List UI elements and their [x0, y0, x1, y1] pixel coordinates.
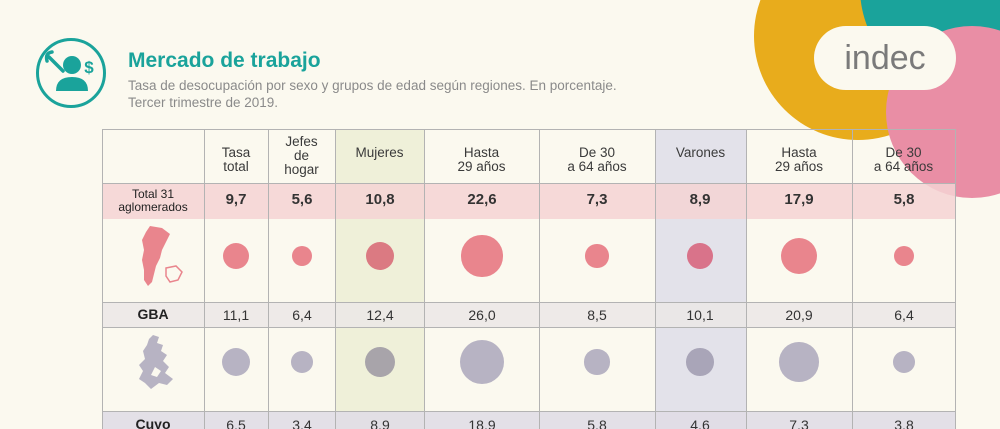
worker-wrench-dollar-icon: $	[36, 38, 106, 108]
grid-line	[102, 411, 956, 412]
table-cell: 5,8	[893, 191, 915, 208]
value-bubble	[687, 243, 713, 269]
row-label-total: Total 31 aglomerados	[102, 188, 204, 214]
grid-line	[746, 129, 747, 429]
table-cell: 12,4	[366, 307, 394, 323]
col-header-line: 29 años	[774, 159, 824, 174]
col-header-mujeres-30-64: De 30 a 64 años	[539, 146, 655, 174]
grid-line	[268, 129, 269, 429]
value-bubble	[584, 349, 610, 375]
table-cell: 8,9	[370, 417, 390, 429]
table-cell: 6,4	[292, 307, 312, 323]
row-label-line: Total 31	[131, 187, 175, 201]
col-header-line: a 64 años	[873, 159, 934, 174]
col-header-line: De 30	[885, 145, 922, 160]
grid-line	[102, 327, 956, 328]
grid-line	[335, 129, 336, 429]
subtitle-line-2: Tercer trimestre de 2019.	[128, 95, 279, 110]
table-cell: 22,6	[467, 191, 497, 208]
value-bubble	[364, 346, 396, 378]
grid-line	[102, 183, 956, 184]
row-label-gba: GBA	[137, 306, 169, 322]
mujeres-column-bg	[335, 129, 424, 429]
col-header-line: Hasta	[463, 145, 500, 160]
table-cell: 9,7	[225, 191, 247, 208]
subtitle-line-1: Tasa de desocupación por sexo y grupos d…	[128, 78, 617, 93]
col-header-varones-hasta-29: Hasta 29 años	[746, 146, 852, 174]
value-bubble	[365, 241, 395, 271]
grid-line	[539, 129, 540, 429]
page-subtitle: Tasa de desocupación por sexo y grupos d…	[128, 77, 728, 111]
value-bubble	[893, 351, 915, 373]
gba-row-band	[102, 302, 956, 327]
value-bubble	[779, 342, 819, 382]
table-cell: 3,8	[894, 417, 914, 429]
grid-line	[102, 129, 956, 130]
col-header-line: Hasta	[781, 145, 817, 160]
table-cell: 10,1	[686, 307, 714, 323]
grid-line	[655, 129, 656, 429]
total-row-band	[102, 183, 956, 219]
col-header-line: 29 años	[457, 159, 506, 174]
unemployment-table: Tasa total Jefes de hogar Mujeres Hasta …	[102, 129, 956, 429]
table-cell: 6,5	[226, 417, 246, 429]
table-cell: 7,3	[789, 417, 809, 429]
grid-line	[102, 302, 956, 303]
table-cell: 8,5	[587, 307, 607, 323]
grid-line	[852, 129, 853, 429]
table-cell: 3,4	[292, 417, 312, 429]
col-header-line: total	[223, 159, 249, 174]
col-header-mujeres-hasta-29: Hasta 29 años	[424, 146, 539, 174]
table-cell: 7,3	[586, 191, 608, 208]
varones-column-bg	[655, 129, 746, 429]
col-header-line: Varones	[675, 145, 726, 160]
value-bubble	[686, 348, 714, 376]
table-cell: 8,9	[689, 191, 711, 208]
col-header-mujeres: Mujeres	[335, 146, 424, 160]
argentina-map-icon	[142, 226, 183, 286]
value-bubble	[780, 237, 818, 275]
row-label-cuyo: Cuyo	[135, 416, 171, 429]
col-header-line: Jefes	[285, 134, 318, 149]
value-bubble	[222, 242, 250, 270]
grid-line	[102, 129, 103, 429]
col-header-line: hogar	[284, 162, 319, 177]
col-header-line: De 30	[578, 145, 616, 160]
col-header-line: de	[293, 148, 310, 163]
table-cell: 5,6	[291, 191, 313, 208]
row-label-line: aglomerados	[118, 200, 188, 214]
value-bubble	[893, 245, 915, 267]
svg-text:$: $	[84, 58, 94, 77]
col-header-varones-30-64: De 30 a 64 años	[852, 146, 955, 174]
table-cell: 17,9	[784, 191, 814, 208]
col-header-line: Tasa	[221, 145, 251, 160]
table-cell: 26,0	[468, 307, 496, 323]
table-cell: 20,9	[785, 307, 813, 323]
col-header-line: a 64 años	[567, 159, 627, 174]
gba-map-icon	[139, 335, 173, 389]
table-cell: 10,8	[365, 191, 395, 208]
value-bubble	[460, 340, 504, 384]
brand-logo: indec	[814, 26, 956, 90]
value-bubble	[461, 235, 503, 277]
page-title: Mercado de trabajo	[128, 49, 321, 72]
col-header-line: Mujeres	[355, 145, 404, 160]
cuyo-row-band	[102, 411, 956, 429]
grid-line	[204, 129, 205, 429]
grid-line	[424, 129, 425, 429]
value-bubble	[221, 347, 251, 377]
value-bubble	[291, 351, 313, 373]
table-cell: 4,6	[690, 417, 710, 429]
col-header-tasa-total: Tasa total	[204, 146, 268, 174]
table-cell: 6,4	[894, 307, 914, 323]
table-cell: 11,1	[222, 307, 250, 323]
value-bubble	[585, 244, 609, 268]
table-cell: 18,9	[468, 417, 496, 429]
value-bubble	[291, 245, 313, 267]
col-header-jefes-hogar: Jefes de hogar	[268, 135, 335, 177]
grid-line	[955, 129, 956, 429]
table-cell: 5,8	[587, 417, 607, 429]
col-header-varones: Varones	[655, 146, 746, 160]
